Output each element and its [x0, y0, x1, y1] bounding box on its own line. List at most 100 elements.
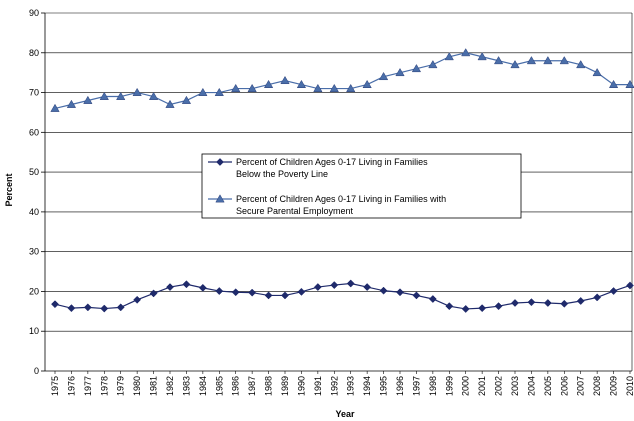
- y-tick-label: 20: [29, 286, 39, 296]
- data-point: [346, 279, 355, 288]
- legend-marker: [216, 158, 224, 166]
- data-point: [608, 79, 619, 88]
- series-line: [54, 52, 630, 110]
- x-tick-label: 2002: [494, 376, 504, 396]
- data-point: [149, 289, 158, 298]
- data-point: [280, 75, 290, 85]
- x-tick-label: 2009: [609, 376, 619, 396]
- x-tick-label: 1976: [66, 376, 76, 396]
- data-point: [560, 299, 569, 308]
- x-tick-label: 1987: [247, 376, 257, 396]
- x-tick-label: 2007: [576, 376, 586, 396]
- x-tick-label: 1994: [362, 376, 372, 396]
- data-point: [51, 300, 59, 309]
- data-point: [543, 299, 552, 307]
- x-tick-label: 1990: [296, 376, 306, 396]
- series-line: [54, 282, 631, 310]
- y-tick-label: 90: [29, 8, 39, 18]
- data-point: [116, 91, 126, 100]
- data-point: [214, 87, 224, 96]
- data-point: [396, 288, 404, 297]
- data-point: [593, 293, 602, 302]
- x-tick-label: 1989: [280, 376, 290, 396]
- data-point: [248, 288, 257, 297]
- y-tick-label: 0: [34, 366, 39, 376]
- x-tick-label: 2008: [592, 376, 602, 396]
- x-tick-label: 1984: [198, 376, 208, 396]
- y-tick-label: 80: [29, 48, 39, 58]
- data-point: [362, 79, 372, 88]
- legend-label: Percent of Children Ages 0-17 Living in …: [236, 157, 428, 167]
- data-point: [378, 71, 389, 81]
- x-tick-label: 2003: [510, 376, 520, 396]
- data-point: [116, 303, 125, 312]
- legend-entry-1: Percent of Children Ages 0-17 Living in …: [208, 157, 428, 179]
- series: [50, 48, 634, 313]
- data-point: [215, 287, 224, 296]
- series-1: [51, 279, 634, 313]
- data-point: [198, 283, 207, 292]
- data-point: [461, 48, 471, 57]
- y-tick-labels: 0 10 20 30 40 50 60 70 80 90: [29, 8, 39, 376]
- x-tick-label: 1980: [132, 376, 142, 396]
- y-tick-label: 30: [29, 247, 39, 257]
- data-point: [296, 79, 307, 88]
- x-tick-label: 1979: [116, 376, 126, 396]
- x-tick-label: 1978: [99, 376, 109, 396]
- x-tick-label: 1995: [379, 376, 389, 396]
- data-point: [133, 295, 142, 304]
- x-tick-label: 1998: [428, 376, 438, 396]
- data-point: [592, 67, 602, 77]
- data-point: [313, 283, 322, 292]
- legend: Percent of Children Ages 0-17 Living in …: [201, 153, 522, 219]
- x-tick-label: 1982: [165, 376, 175, 396]
- x-tick-label: 1992: [329, 376, 339, 396]
- data-point: [428, 295, 437, 303]
- data-point: [493, 56, 504, 65]
- data-point: [231, 288, 240, 297]
- axes: [41, 12, 633, 374]
- legend-entry-2: Percent of Children Ages 0-17 Living in …: [208, 194, 446, 216]
- data-point: [166, 283, 174, 292]
- data-point: [625, 79, 634, 88]
- data-point: [559, 56, 569, 65]
- y-tick-label: 10: [29, 326, 39, 336]
- data-point: [313, 83, 323, 92]
- data-point: [165, 99, 175, 108]
- data-point: [83, 95, 93, 104]
- data-point: [83, 303, 92, 312]
- data-point: [445, 302, 454, 311]
- data-point: [510, 60, 520, 69]
- data-point: [66, 99, 77, 108]
- x-tick-label: 2001: [477, 376, 487, 396]
- data-point: [477, 52, 487, 61]
- data-point: [494, 302, 503, 311]
- legend-marker: [215, 194, 225, 203]
- data-point: [264, 291, 273, 300]
- data-point: [247, 83, 257, 92]
- data-point: [181, 95, 192, 104]
- x-tick-label: 2005: [543, 376, 553, 396]
- data-point: [182, 280, 191, 289]
- data-point: [67, 304, 76, 313]
- data-point: [198, 87, 208, 96]
- x-tick-label: 1985: [214, 376, 224, 396]
- legend-label: Below the Poverty Line: [236, 169, 328, 179]
- x-tick-label: 1981: [149, 376, 159, 396]
- x-axis-title: Year: [335, 409, 355, 419]
- y-tick-label: 50: [29, 167, 39, 177]
- legend-box: [201, 153, 522, 219]
- x-tick-label: 1975: [50, 376, 60, 396]
- data-point: [609, 287, 618, 296]
- data-point: [132, 87, 142, 96]
- x-tick-label: 1991: [313, 376, 323, 396]
- data-point: [50, 103, 60, 112]
- x-tick-label: 2000: [461, 376, 471, 396]
- y-axis-title: Percent: [4, 173, 14, 206]
- x-tick-label: 1999: [444, 376, 454, 396]
- x-tick-labels: 1975 1976 1977 1978 1979 1980 1981 1982 1983 1984…: [50, 376, 634, 396]
- y-tick-label: 40: [29, 207, 39, 217]
- x-tick-label: 2010: [625, 376, 634, 396]
- x-tick-label: 1997: [411, 376, 421, 396]
- data-point: [395, 67, 405, 77]
